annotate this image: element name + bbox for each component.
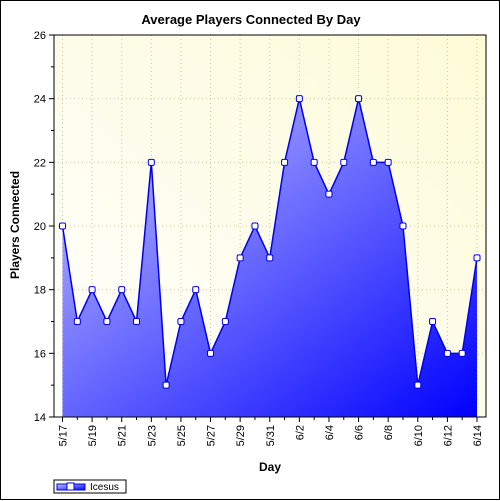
data-point-6-6 xyxy=(355,95,363,103)
x-tick-label: 6/14 xyxy=(472,425,484,446)
data-point-5-27 xyxy=(207,349,215,357)
data-point-6-7 xyxy=(369,158,377,166)
y-tick-label: 16 xyxy=(34,348,46,360)
x-tick-label: 5/21 xyxy=(117,425,129,446)
data-point-6-14 xyxy=(473,254,481,262)
data-point-6-9 xyxy=(399,222,407,230)
y-axis-label: Players Connected xyxy=(8,171,22,279)
data-point-5-24 xyxy=(162,381,170,389)
data-point-5-29 xyxy=(236,254,244,262)
data-point-5-25 xyxy=(177,318,185,325)
y-tick-label: 20 xyxy=(34,221,46,233)
data-point-6-10 xyxy=(414,381,422,389)
x-tick-label: 5/23 xyxy=(146,425,158,446)
y-tick-label: 22 xyxy=(34,157,46,169)
x-tick-label: 6/6 xyxy=(354,425,366,440)
data-point-5-30 xyxy=(251,222,259,230)
data-point-5-21 xyxy=(118,286,126,294)
x-tick-label: 5/19 xyxy=(87,425,99,446)
data-point-6-2 xyxy=(295,95,303,103)
data-point-6-1 xyxy=(281,158,289,166)
x-tick-label: 6/12 xyxy=(442,425,454,446)
data-point-5-22 xyxy=(133,318,141,325)
data-point-5-31 xyxy=(266,254,274,262)
x-tick-label: 5/25 xyxy=(176,425,188,446)
data-point-5-20 xyxy=(103,318,111,325)
data-point-5-19 xyxy=(88,286,96,294)
data-point-6-4 xyxy=(325,190,333,198)
series-markers xyxy=(59,95,481,389)
y-tick-label: 18 xyxy=(34,285,46,297)
legend: Icesus xyxy=(53,479,127,494)
data-point-5-18 xyxy=(73,318,81,325)
x-tick-label: 5/29 xyxy=(235,425,247,446)
y-tick-label: 14 xyxy=(34,412,46,424)
data-point-6-5 xyxy=(340,158,348,166)
x-tick-label: 5/17 xyxy=(58,425,70,446)
data-point-6-3 xyxy=(310,158,318,166)
x-tick-label: 6/4 xyxy=(324,425,336,440)
legend-label-icesus: Icesus xyxy=(90,482,119,493)
data-point-5-28 xyxy=(221,318,229,325)
x-axis-label: Day xyxy=(259,460,281,474)
y-axis: 14 16 18 20 22 24 26 xyxy=(34,30,54,424)
legend-marker-icon xyxy=(66,482,75,491)
x-tick-label: 5/31 xyxy=(265,425,277,446)
chart-title: Average Players Connected By Day xyxy=(141,12,361,27)
data-point-6-8 xyxy=(384,158,392,166)
y-tick-label: 26 xyxy=(34,30,46,42)
x-tick-label: 6/10 xyxy=(413,425,425,446)
x-tick-label: 6/2 xyxy=(294,425,306,440)
data-point-6-12 xyxy=(443,349,451,357)
data-point-5-23 xyxy=(147,158,155,166)
x-axis: 5/17 5/19 5/21 5/23 5/25 5/27 5/29 5/31 6/2 6/4 6/… xyxy=(58,417,484,446)
x-tick-label: 6/8 xyxy=(383,425,395,440)
data-point-5-26 xyxy=(192,286,200,294)
y-tick-label: 24 xyxy=(34,94,46,106)
data-point-6-13 xyxy=(458,349,466,357)
x-tick-label: 5/27 xyxy=(206,425,218,446)
data-point-6-11 xyxy=(429,318,437,325)
data-point-5-17 xyxy=(59,222,66,230)
